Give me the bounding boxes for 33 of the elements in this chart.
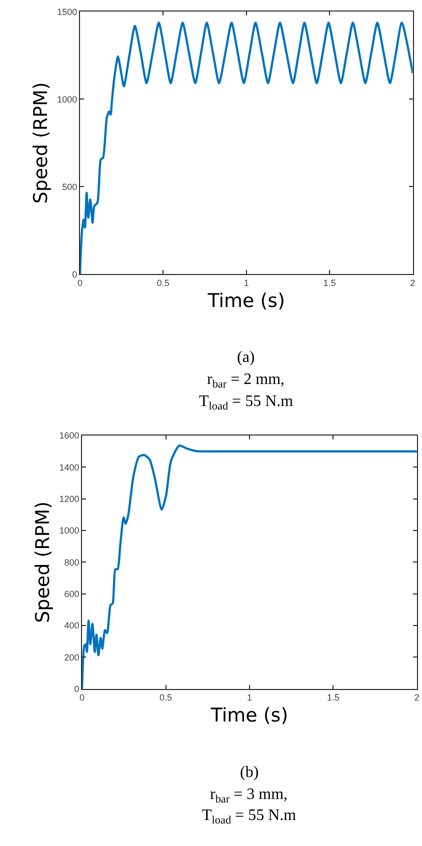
y-tick-label: 0 [74, 684, 80, 694]
y-tick-label: 1000 [59, 526, 80, 536]
x-tick-label: 1.5 [326, 692, 340, 703]
x-tick-label: 1 [246, 692, 252, 703]
y-axis-title: Speed (RPM) [30, 82, 52, 204]
y-tick-label: 0 [72, 269, 78, 280]
x-tick-label: 2 [414, 692, 420, 703]
y-tick-label: 1200 [59, 494, 80, 504]
y-tick-label: 800 [64, 557, 80, 568]
x-tick-label: 1.5 [323, 278, 336, 288]
text: r$_{bar}$ = 2 mm, [207, 371, 285, 390]
x-tick-label: 0.5 [160, 692, 172, 703]
y-tick-label: 600 [64, 589, 80, 600]
text: T$_{load}$ = 55 N.m [199, 393, 294, 412]
y-tick-label: 1500 [57, 6, 78, 17]
text: (b) [240, 764, 259, 781]
line-series [80, 22, 413, 274]
y-tick-label: 1400 [59, 462, 80, 472]
x-axis-title: Time (s) [210, 704, 288, 726]
y-tick-label: 1000 [57, 94, 78, 104]
y-tick-label: 1600 [59, 430, 80, 441]
line-series [82, 444, 417, 689]
x-tick-label: 0.5 [156, 278, 170, 288]
x-tick-label: 1 [244, 278, 249, 288]
text: (a) [237, 349, 255, 366]
text: T$_{load}$ = 55 N.m [202, 807, 297, 826]
y-tick-label: 500 [62, 182, 78, 192]
text: r$_{bar}$ = 3 mm, [210, 786, 288, 806]
x-tick-label: 2 [410, 278, 416, 288]
y-tick-label: 400 [64, 620, 80, 631]
y-tick-label: 200 [64, 652, 80, 662]
y-axis-title: Speed (RPM) [32, 501, 54, 623]
x-axis-title: Time (s) [206, 290, 285, 312]
